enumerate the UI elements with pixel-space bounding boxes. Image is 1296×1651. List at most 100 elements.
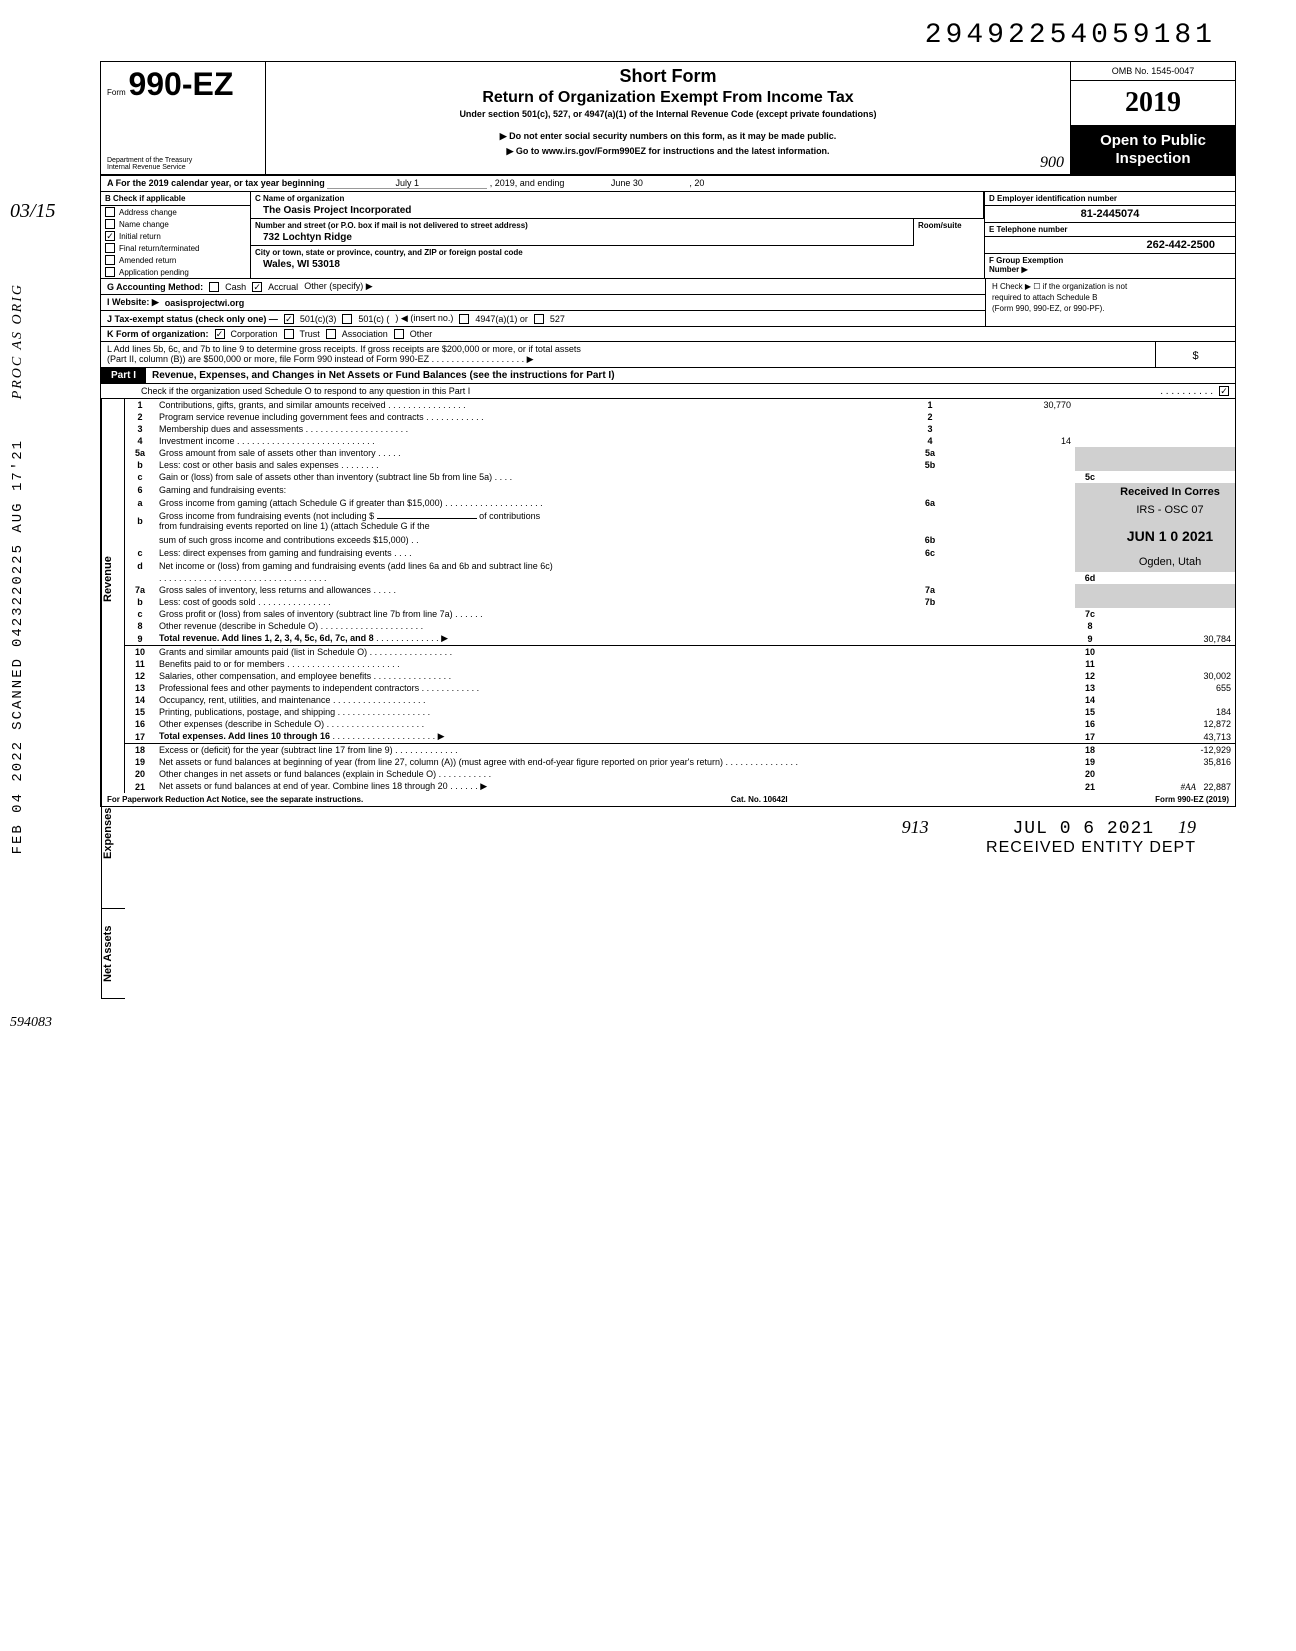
line-13-val: 655 [1105,682,1235,694]
line-16-val: 12,872 [1105,718,1235,730]
row-j: J Tax-exempt status (check only one) — ✓… [101,311,985,326]
year-end-month: June 30 [567,178,687,188]
received-entity-stamp: RECEIVED ENTITY DEPT [140,839,1196,857]
tracking-number: 29492254059181 [100,20,1236,51]
col-c: C Name of organization The Oasis Project… [251,192,985,278]
header-right: OMB No. 1545-0047 2019 Open to Public In… [1070,62,1235,174]
header-center: Short Form Return of Organization Exempt… [266,62,1070,174]
line-6d-val [1105,572,1235,584]
check-trust[interactable] [284,329,294,339]
org-name: The Oasis Project Incorporated [251,205,983,219]
line-18-val: -12,929 [1105,744,1235,757]
return-title: Return of Organization Exempt From Incom… [276,89,1060,107]
check-amended[interactable] [105,255,115,265]
cat-no: Cat. No. 10642I [731,795,788,804]
phone-value: 262-442-2500 [985,237,1235,254]
part1-sched-o-row: Check if the organization used Schedule … [101,384,1235,399]
line-5c-val [1105,471,1235,483]
check-initial-return[interactable]: ✓ [105,231,115,241]
form-prefix: Form [107,88,126,97]
street-value: 732 Lochtyn Ridge [251,232,913,246]
col-b: B Check if applicable Address change Nam… [101,192,251,278]
omb-number: OMB No. 1545-0047 [1071,62,1235,81]
line-4-val: 14 [945,435,1075,447]
footer-row: For Paperwork Reduction Act Notice, see … [101,793,1235,806]
ein-label: D Employer identification number [985,192,1235,206]
line-10-val [1105,646,1235,659]
side-annotations: 03/15 PROC AS ORIG 0423220225 AUG 17'21 … [10,200,56,1031]
row-g: G Accounting Method: Cash ✓Accrual Other… [101,279,985,295]
line-14-val [1105,694,1235,706]
dept-irs: Internal Revenue Service [107,164,192,172]
check-address-change[interactable] [105,207,115,217]
header-left: Form 990-EZ Department of the Treasury I… [101,62,266,174]
side-date-fraction: 03/15 [10,200,56,223]
street-label: Number and street (or P.O. box if mail i… [251,219,913,232]
city-label: City or town, state or province, country… [251,246,984,259]
part1-header-row: Part I Revenue, Expenses, and Changes in… [101,368,1235,384]
jul-date-stamp: JUL 0 6 2021 [1012,819,1154,839]
form-number: 990-EZ [128,66,233,102]
hand-913: 913 [902,817,929,837]
row-l-dollar: $ [1155,342,1235,367]
section-label-column: Revenue Expenses Net Assets [101,399,125,793]
row-i: I Website: ▶ oasisprojectwi.org [101,295,985,311]
header-handwritten: 900 [1040,154,1064,172]
open-to-public: Open to Public Inspection [1071,126,1235,174]
line-21-val: #AA 22,887 [1105,780,1235,793]
line-7c-val [1105,608,1235,620]
check-527[interactable] [534,314,544,324]
form-990ez-container: Form 990-EZ Department of the Treasury I… [100,61,1236,807]
tax-year: 2019 [1125,87,1181,118]
check-app-pending[interactable] [105,267,115,277]
side-dln: 0423220225 AUG 17'21 [10,439,26,647]
lines-table: 1Contributions, gifts, grants, and simil… [125,399,1235,793]
side-proc-as-orig: PROC AS ORIG [10,283,26,399]
check-501c[interactable] [342,314,352,324]
row-l: L Add lines 5b, 6c, and 7b to line 9 to … [101,342,1235,368]
group-label: F Group Exemption Number ▶ [985,254,1235,276]
goto-url: ▶ Go to www.irs.gov/Form990EZ for instru… [276,146,1060,157]
org-name-label: C Name of organization [251,192,983,205]
line-12-val: 30,002 [1105,670,1235,682]
side-feb-date: FEB 04 2022 [10,740,26,854]
col-de: D Employer identification number 81-2445… [985,192,1235,278]
line-20-val [1105,768,1235,780]
line-8-val [1105,620,1235,632]
bottom-stamps: 913 JUL 0 6 2021 19 RECEIVED ENTITY DEPT [100,807,1236,867]
check-cash[interactable] [209,282,219,292]
part1-title: Revenue, Expenses, and Changes in Net As… [146,368,621,383]
expenses-label: Expenses [101,759,125,909]
line-19-val: 35,816 [1105,756,1235,768]
hand-19: 19 [1178,817,1196,837]
form-header: Form 990-EZ Department of the Treasury I… [101,62,1235,176]
part1-body: Revenue Expenses Net Assets 1Contributio… [101,399,1235,793]
row-h: H Check ▶ ☐ if the organization is not r… [985,279,1235,326]
line-11-val [1105,658,1235,670]
phone-label: E Telephone number [985,223,1235,237]
check-501c3[interactable]: ✓ [284,314,294,324]
side-bottom-hand: 594083 [10,1015,56,1031]
revenue-label: Revenue [101,399,125,759]
ssn-note: ▶ Do not enter social security numbers o… [276,131,1060,142]
check-sched-o[interactable]: ✓ [1219,386,1229,396]
line-1-val: 30,770 [945,399,1075,411]
check-name-change[interactable] [105,219,115,229]
check-other-org[interactable] [394,329,404,339]
ein-value: 81-2445074 [985,206,1235,223]
row-k: K Form of organization: ✓Corporation Tru… [101,327,1235,342]
check-accrual[interactable]: ✓ [252,282,262,292]
part1-label: Part I [101,368,146,383]
year-begin: July 1 [327,178,487,189]
net-assets-label: Net Assets [101,909,125,999]
city-value: Wales, WI 53018 [251,259,984,272]
line-3-val [945,423,1075,435]
check-final-return[interactable] [105,243,115,253]
check-assoc[interactable] [326,329,336,339]
check-corp[interactable]: ✓ [215,329,225,339]
section-bcdef: B Check if applicable Address change Nam… [101,192,1235,279]
side-scanned: SCANNED [10,657,26,730]
row-a-tax-year: A For the 2019 calendar year, or tax yea… [101,176,1235,192]
line-15-val: 184 [1105,706,1235,718]
check-4947[interactable] [459,314,469,324]
